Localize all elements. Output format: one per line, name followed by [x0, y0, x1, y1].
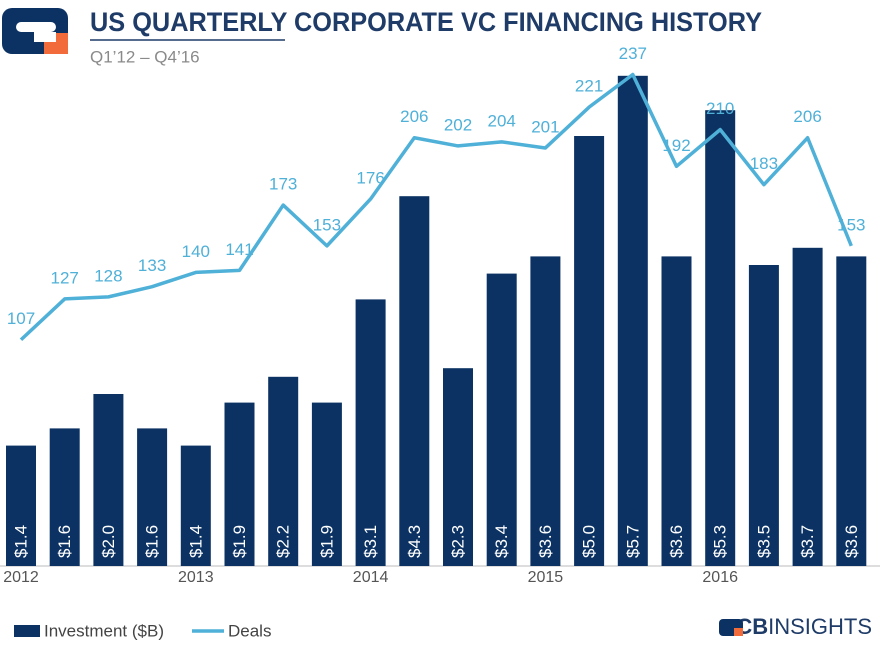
bar-value-label: $3.1 [361, 525, 380, 558]
bar-value-label: $1.6 [143, 525, 162, 558]
deals-label: 206 [793, 107, 821, 126]
deals-label: 153 [837, 215, 865, 234]
brand-icon [719, 619, 743, 636]
deals-label: 127 [51, 268, 79, 287]
bar [224, 402, 255, 566]
legend-swatch [14, 625, 40, 637]
bar [617, 75, 648, 567]
bar [399, 196, 430, 566]
bar-value-label: $2.3 [448, 525, 467, 558]
bar [268, 376, 299, 566]
bar [792, 247, 823, 567]
bar [486, 273, 517, 566]
bar-value-label: $5.0 [580, 525, 599, 558]
x-tick-label: 2016 [702, 569, 738, 586]
brand-light: INSIGHTS [768, 614, 872, 639]
deals-label: 192 [662, 136, 690, 155]
bar-value-label: $1.6 [55, 525, 74, 558]
deals-label: 133 [138, 256, 166, 275]
legend-label: Deals [228, 621, 271, 640]
chart-subtitle: Q1’12 – Q4’16 [90, 47, 200, 66]
deals-label: 204 [488, 111, 516, 130]
deals-label: 183 [750, 154, 778, 173]
x-tick-label: 2014 [353, 569, 389, 586]
bar-value-label: $4.3 [405, 525, 424, 558]
deals-label: 201 [531, 117, 559, 136]
deals-label: 206 [400, 107, 428, 126]
bar-value-label: $1.9 [317, 525, 336, 558]
bar [355, 299, 386, 566]
bar-value-label: $3.4 [492, 525, 511, 558]
deals-label: 237 [619, 44, 647, 63]
bar [180, 445, 211, 566]
bar-value-label: $5.3 [711, 525, 730, 558]
bar-value-label: $2.2 [274, 525, 293, 558]
deals-label: 128 [94, 266, 122, 285]
bar-value-label: $3.6 [667, 525, 686, 558]
bar-value-label: $5.7 [623, 525, 642, 558]
bar [836, 256, 867, 566]
bar [49, 428, 80, 566]
bar-value-label: $1.4 [11, 525, 30, 558]
bar-value-label: $3.5 [754, 525, 773, 558]
x-tick-label: 2013 [178, 569, 214, 586]
bar-value-label: $2.0 [99, 525, 118, 558]
deals-line [19, 72, 853, 341]
logo-icon [2, 8, 68, 54]
bar [574, 136, 605, 566]
deals-label: 210 [706, 99, 734, 118]
x-tick-label: 2012 [3, 569, 39, 586]
bar-value-label: $1.9 [230, 525, 249, 558]
bar [443, 368, 473, 566]
deals-label: 107 [7, 309, 35, 328]
bar [137, 428, 168, 566]
bar [748, 265, 779, 566]
legend: Investment ($B) Deals [14, 621, 271, 640]
bar-value-label: $3.6 [842, 525, 861, 558]
bar-value-label: $3.6 [536, 525, 555, 558]
deals-label: 140 [182, 242, 210, 261]
deals-label: 173 [269, 175, 297, 194]
brand-logo: CBINSIGHTS [736, 614, 872, 639]
bar [6, 445, 36, 566]
bar-value-label: $3.7 [798, 525, 817, 558]
deals-label: 141 [225, 240, 253, 259]
bar [661, 256, 692, 566]
bar [530, 256, 561, 566]
bar [93, 394, 124, 566]
deals-label: 202 [444, 115, 472, 134]
bar [311, 402, 342, 566]
deals-label: 221 [575, 77, 603, 96]
deals-label: 153 [313, 215, 341, 234]
deals-label: 176 [356, 168, 384, 187]
legend-label: Investment ($B) [44, 621, 164, 640]
chart-title: US QUARTERLY CORPORATE VC FINANCING HIST… [90, 7, 762, 37]
bar [705, 110, 736, 566]
x-tick-label: 2015 [528, 569, 564, 586]
bar-value-label: $1.4 [186, 525, 205, 558]
